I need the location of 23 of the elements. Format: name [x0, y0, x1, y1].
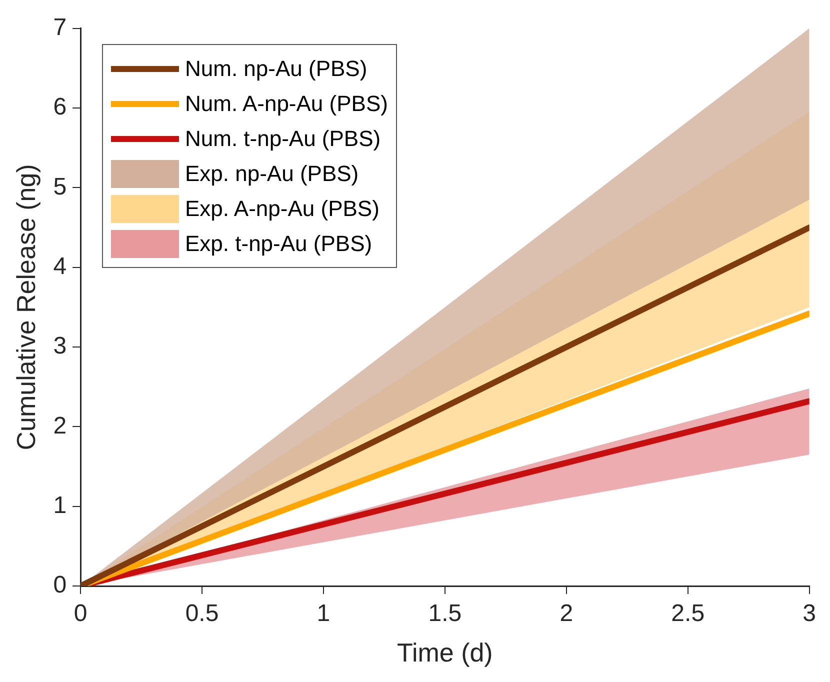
legend-label: Num. t-np-Au (PBS)	[185, 125, 381, 153]
x-tick-label: 3	[802, 600, 816, 628]
x-tick-label: 1	[316, 600, 330, 628]
y-tick-label: 5	[53, 173, 67, 200]
legend-label: Exp. A-np-Au (PBS)	[185, 195, 380, 223]
x-tick-label: 0	[74, 600, 88, 628]
y-tick-label: 3	[53, 332, 67, 360]
legend-label: Num. np-Au (PBS)	[185, 55, 368, 83]
x-tick-label: 1.5	[428, 600, 462, 628]
y-tick-label: 0	[53, 572, 67, 599]
legend-label: Exp. t-np-Au (PBS)	[185, 230, 372, 258]
x-tick-label: 2.5	[671, 600, 705, 628]
legend-label: Exp. np-Au (PBS)	[185, 160, 359, 188]
x-axis-title: Time (d)	[397, 638, 493, 668]
y-tick-label: 4	[53, 252, 67, 280]
legend-label: Num. A-np-Au (PBS)	[185, 90, 388, 118]
x-tick-label: 0.5	[185, 600, 219, 628]
y-axis-title: Cumulative Release (ng)	[10, 164, 41, 450]
x-tick-label: 2	[560, 600, 574, 628]
y-tick-label: 7	[53, 14, 67, 42]
y-tick-label: 2	[53, 412, 67, 440]
y-tick-label: 1	[53, 492, 67, 519]
y-tick-label: 6	[53, 94, 67, 121]
